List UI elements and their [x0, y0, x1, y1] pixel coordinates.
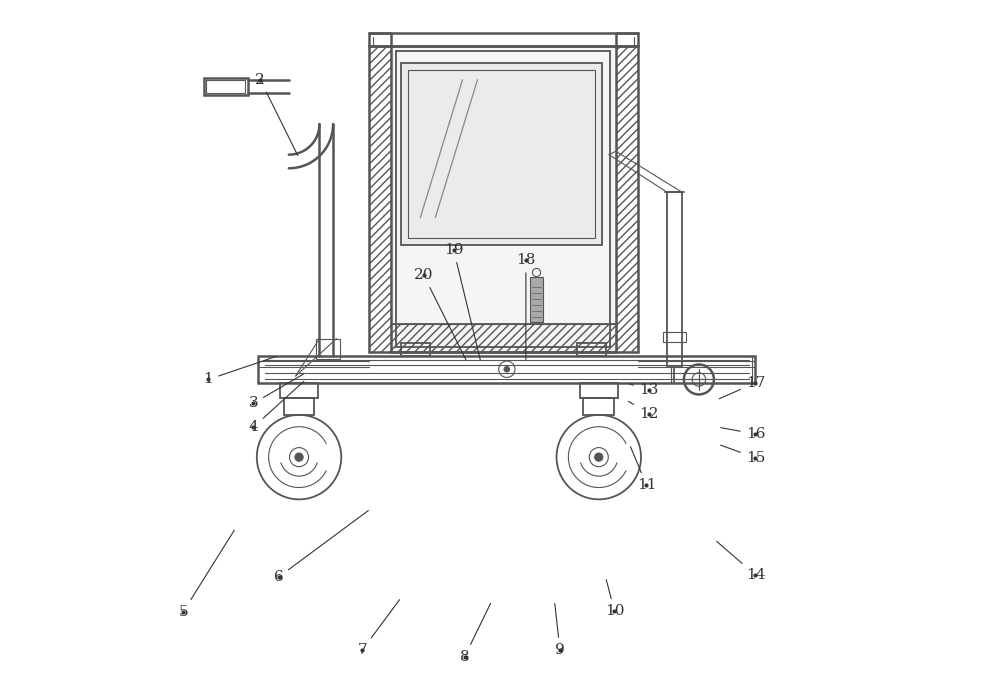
Text: 16: 16 [721, 427, 765, 441]
Text: 11: 11 [631, 447, 656, 492]
Text: 19: 19 [444, 243, 480, 360]
Bar [204, 78, 248, 95]
Text: 4: 4 [249, 382, 304, 434]
Bar [284, 398, 314, 415]
Circle shape [504, 367, 510, 372]
Bar [530, 277, 543, 321]
Bar [258, 356, 755, 383]
Bar [206, 80, 245, 93]
Text: 10: 10 [605, 580, 624, 618]
Text: 18: 18 [516, 253, 536, 360]
Circle shape [595, 453, 603, 461]
Bar [401, 343, 430, 356]
Bar [580, 383, 618, 398]
Bar [316, 339, 340, 359]
Text: 8: 8 [460, 603, 491, 663]
Bar [408, 70, 595, 238]
Text: 20: 20 [414, 268, 466, 360]
Bar [616, 46, 638, 352]
Bar [369, 46, 391, 352]
Text: 12: 12 [628, 402, 658, 421]
Bar [583, 398, 614, 415]
Bar [280, 383, 318, 398]
Text: 17: 17 [719, 376, 765, 399]
Text: 5: 5 [178, 530, 234, 619]
Text: 13: 13 [629, 382, 658, 397]
Bar [396, 51, 610, 347]
Bar [577, 343, 606, 356]
Text: 14: 14 [717, 541, 765, 582]
Bar [369, 46, 638, 352]
Text: 3: 3 [249, 374, 303, 410]
Text: 9: 9 [555, 603, 565, 657]
Bar [663, 332, 686, 342]
Bar [391, 324, 616, 352]
Text: 15: 15 [721, 445, 765, 465]
Text: 2: 2 [255, 73, 298, 155]
Text: 6: 6 [274, 510, 368, 584]
Bar [391, 46, 616, 352]
Text: 1: 1 [204, 356, 276, 386]
Bar [667, 192, 682, 366]
Circle shape [295, 453, 303, 461]
Text: 7: 7 [358, 600, 400, 657]
Bar [401, 63, 602, 245]
